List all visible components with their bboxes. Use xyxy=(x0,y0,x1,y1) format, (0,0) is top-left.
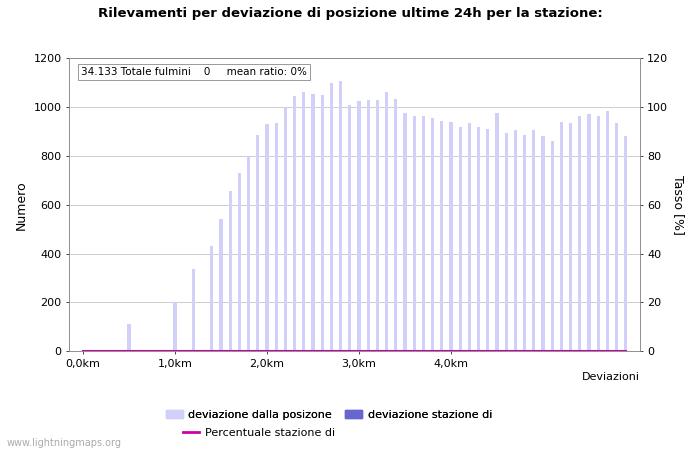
Text: Rilevamenti per deviazione di posizione ultime 24h per la stazione:: Rilevamenti per deviazione di posizione … xyxy=(97,7,603,20)
Bar xyxy=(458,126,462,351)
Bar xyxy=(496,113,498,351)
Bar xyxy=(284,107,287,351)
Bar xyxy=(210,246,214,351)
Bar xyxy=(624,136,627,351)
Bar xyxy=(477,126,480,351)
Bar xyxy=(615,123,618,351)
Bar xyxy=(431,118,434,351)
Text: Deviazioni: Deviazioni xyxy=(582,372,640,382)
Bar xyxy=(358,101,360,351)
Bar xyxy=(192,270,195,351)
Bar xyxy=(238,173,241,351)
Bar xyxy=(229,191,232,351)
Bar xyxy=(339,81,342,351)
Y-axis label: Numero: Numero xyxy=(15,180,28,230)
Legend: Percentuale stazione di: Percentuale stazione di xyxy=(178,423,340,442)
Text: www.lightningmaps.org: www.lightningmaps.org xyxy=(7,438,122,448)
Bar xyxy=(523,135,526,351)
Bar xyxy=(348,105,351,351)
Bar xyxy=(256,135,260,351)
Bar xyxy=(541,136,545,351)
Bar xyxy=(560,122,563,351)
Bar xyxy=(367,100,370,351)
Bar xyxy=(394,99,398,351)
Bar xyxy=(569,123,572,351)
Bar xyxy=(293,96,296,351)
Bar xyxy=(403,113,407,351)
Text: 34.133 Totale fulmini    0     mean ratio: 0%: 34.133 Totale fulmini 0 mean ratio: 0% xyxy=(80,67,307,77)
Bar xyxy=(514,130,517,351)
Bar xyxy=(302,92,305,351)
Bar xyxy=(385,92,389,351)
Bar xyxy=(578,116,582,351)
Bar xyxy=(321,95,324,351)
Bar xyxy=(596,116,600,351)
Bar xyxy=(247,156,251,351)
Bar xyxy=(505,133,508,351)
Bar xyxy=(486,129,489,351)
Bar xyxy=(449,122,453,351)
Bar xyxy=(587,114,591,351)
Bar xyxy=(412,116,416,351)
Bar xyxy=(312,94,315,351)
Bar xyxy=(468,123,471,351)
Bar xyxy=(532,130,536,351)
Bar xyxy=(422,116,425,351)
Bar xyxy=(265,124,269,351)
Bar xyxy=(551,141,554,351)
Bar xyxy=(174,302,176,351)
Bar xyxy=(274,123,278,351)
Bar xyxy=(220,220,223,351)
Bar xyxy=(127,324,131,351)
Y-axis label: Tasso [%]: Tasso [%] xyxy=(672,175,685,235)
Bar xyxy=(606,111,609,351)
Bar xyxy=(440,121,443,351)
Bar xyxy=(330,83,333,351)
Legend: deviazione dalla posizone, deviazione stazione di: deviazione dalla posizone, deviazione st… xyxy=(162,405,496,424)
Bar xyxy=(376,100,379,351)
